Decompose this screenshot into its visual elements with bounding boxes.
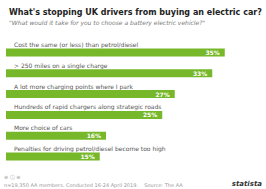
svg-text:More choice of cars: More choice of cars	[14, 124, 72, 131]
svg-text:Hundreds of rapid chargers alo: Hundreds of rapid chargers along strateg…	[14, 103, 161, 111]
svg-text:33%: 33%	[193, 70, 207, 77]
svg-text:27%: 27%	[155, 91, 169, 98]
svg-text:35%: 35%	[205, 49, 219, 56]
svg-text:A lot more charging points whe: A lot more charging points where I park	[14, 83, 133, 91]
svg-text:25%: 25%	[143, 111, 157, 118]
svg-text:> 250 miles on a single charge: > 250 miles on a single charge	[14, 62, 108, 70]
svg-text:⊕ ⓘ ⊕: ⊕ ⓘ ⊕	[4, 174, 21, 180]
svg-text:16%: 16%	[87, 132, 101, 139]
svg-text:Penalties for driving petrol/d: Penalties for driving petrol/diesel beco…	[14, 145, 166, 153]
svg-text:Cost the same (or less) than p: Cost the same (or less) than petrol/dies…	[14, 41, 139, 49]
svg-text:What's stopping UK drivers fro: What's stopping UK drivers from buying a…	[9, 8, 262, 17]
svg-text:n=19,350 AA members. Conducted: n=19,350 AA members. Conducted 16-24 Apr…	[4, 182, 183, 189]
svg-text:statista: statista	[232, 180, 262, 188]
svg-text:15%: 15%	[80, 153, 94, 160]
svg-text:"What would it take for you to: "What would it take for you to choose a …	[9, 19, 205, 27]
